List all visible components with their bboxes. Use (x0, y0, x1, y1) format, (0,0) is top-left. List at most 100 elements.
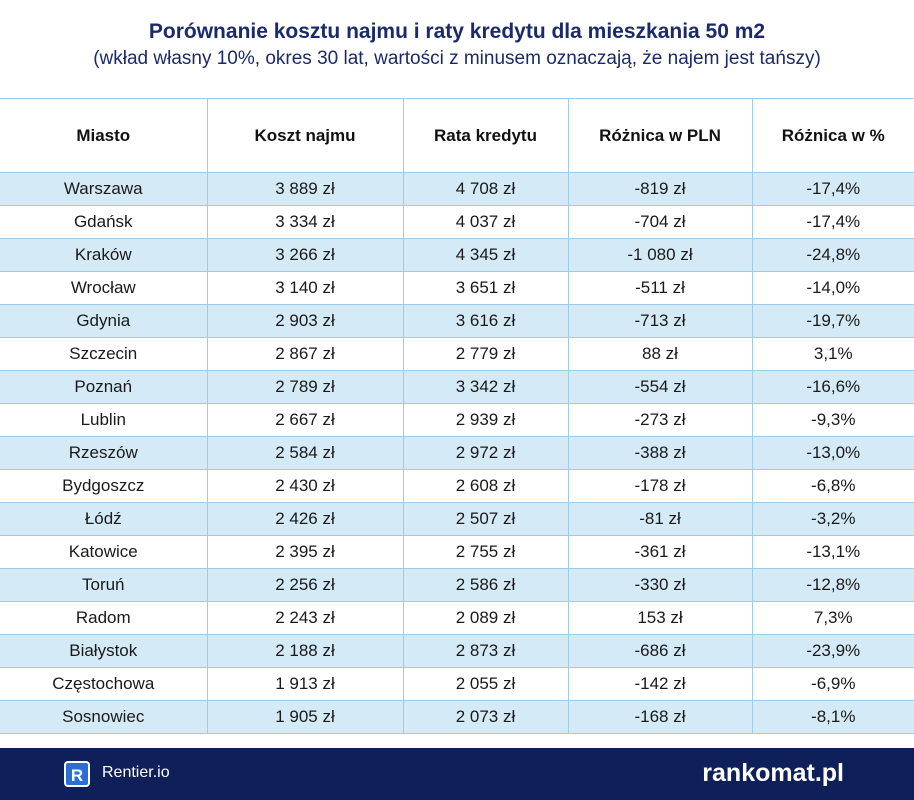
table-cell: Radom (0, 601, 207, 635)
table-cell: Częstochowa (0, 667, 207, 701)
table-cell: -1 080 zł (567, 238, 752, 272)
brand-right: rankomat.pl (702, 759, 844, 787)
table-cell: 2 972 zł (402, 436, 568, 470)
table-cell: 2 188 zł (206, 634, 403, 668)
table-cell: 2 073 zł (402, 700, 568, 734)
table-cell: 2 789 zł (206, 370, 403, 404)
table-row: Białystok 2 188 zł 2 873 zł -686 zł -23,9% (0, 634, 914, 668)
table-cell: Lublin (0, 403, 207, 437)
table-cell: Toruń (0, 568, 207, 602)
table-cell: 2 430 zł (206, 469, 403, 503)
table-cell: -388 zł (567, 436, 752, 470)
table-cell: Kraków (0, 238, 207, 272)
table-cell: 2 779 zł (402, 337, 568, 371)
logo-icon: R (64, 761, 90, 787)
subtitle: (wkład własny 10%, okres 30 lat, wartośc… (93, 48, 821, 69)
table-cell: -13,0% (751, 436, 914, 470)
table-row: Warszawa 3 889 zł 4 708 zł -819 zł -17,4% (0, 172, 914, 206)
table-cell: -3,2% (751, 502, 914, 536)
table-cell: 3 334 zł (206, 205, 403, 239)
table-cell: -6,8% (751, 469, 914, 503)
table-cell: 2 507 zł (402, 502, 568, 536)
table-cell: 2 755 zł (402, 535, 568, 569)
table-cell: -273 zł (567, 403, 752, 437)
table-cell: 3 889 zł (206, 172, 403, 206)
table-cell: 4 708 zł (402, 172, 568, 206)
table-cell: -81 zł (567, 502, 752, 536)
column-header: Różnica w PLN (567, 98, 752, 173)
table-cell: 4 345 zł (402, 238, 568, 272)
table-row: Radom 2 243 zł 2 089 zł 153 zł 7,3% (0, 601, 914, 635)
column-header: Miasto (0, 98, 207, 173)
table-cell: 2 608 zł (402, 469, 568, 503)
table-row: Gdynia 2 903 zł 3 616 zł -713 zł -19,7% (0, 304, 914, 338)
table-cell: 2 256 zł (206, 568, 403, 602)
table: Miasto Koszt najmu Rata kredytu Różnica w P… (0, 98, 914, 734)
table-cell: -13,1% (751, 535, 914, 569)
table-cell: -6,9% (751, 667, 914, 701)
table-cell: Gdynia (0, 304, 207, 338)
table-cell: -142 zł (567, 667, 752, 701)
table-cell: 2 243 zł (206, 601, 403, 635)
table-cell: 2 873 zł (402, 634, 568, 668)
table-cell: 153 zł (567, 601, 752, 635)
table-row: Toruń 2 256 zł 2 586 zł -330 zł -12,8% (0, 568, 914, 602)
column-header: Rata kredytu (402, 98, 568, 173)
table-row: Sosnowiec 1 905 zł 2 073 zł -168 zł -8,1% (0, 700, 914, 734)
table-body: Warszawa 3 889 zł 4 708 zł -819 zł -17,4% Gda… (0, 172, 914, 734)
column-header: Różnica w % (751, 98, 914, 173)
table-cell: 88 zł (567, 337, 752, 371)
table-cell: -23,9% (751, 634, 914, 668)
table-cell: -24,8% (751, 238, 914, 272)
table-cell: -686 zł (567, 634, 752, 668)
table-row: Lublin 2 667 zł 2 939 zł -273 zł -9,3% (0, 403, 914, 437)
table-cell: 2 939 zł (402, 403, 568, 437)
table-cell: -168 zł (567, 700, 752, 734)
table-cell: Białystok (0, 634, 207, 668)
table-cell: 3,1% (751, 337, 914, 371)
table-cell: -819 zł (567, 172, 752, 206)
table-cell: -17,4% (751, 172, 914, 206)
table-cell: -704 zł (567, 205, 752, 239)
table-row: Wrocław 3 140 zł 3 651 zł -511 zł -14,0% (0, 271, 914, 305)
table-cell: -361 zł (567, 535, 752, 569)
table-cell: 1 913 zł (206, 667, 403, 701)
table-cell: -330 zł (567, 568, 752, 602)
table-cell: 1 905 zł (206, 700, 403, 734)
table-cell: -16,6% (751, 370, 914, 404)
table-cell: 2 055 zł (402, 667, 568, 701)
table-cell: Łódź (0, 502, 207, 536)
table-cell: 2 667 zł (206, 403, 403, 437)
table-row: Rzeszów 2 584 zł 2 972 zł -388 zł -13,0% (0, 436, 914, 470)
table-cell: -14,0% (751, 271, 914, 305)
column-header: Koszt najmu (206, 98, 403, 173)
table-cell: 2 426 zł (206, 502, 403, 536)
table-cell: Warszawa (0, 172, 207, 206)
table-row: Kraków 3 266 zł 4 345 zł -1 080 zł -24,8% (0, 238, 914, 272)
table-cell: 7,3% (751, 601, 914, 635)
footer: R Rentier.io rankomat.pl (0, 748, 914, 800)
table-cell: Sosnowiec (0, 700, 207, 734)
table-row: Gdańsk 3 334 zł 4 037 zł -704 zł -17,4% (0, 205, 914, 239)
table-row: Częstochowa 1 913 zł 2 055 zł -142 zł -6,9% (0, 667, 914, 701)
table-cell: -9,3% (751, 403, 914, 437)
table-cell: 2 867 zł (206, 337, 403, 371)
table-cell: Rzeszów (0, 436, 207, 470)
table-cell: -554 zł (567, 370, 752, 404)
table-cell: 2 395 zł (206, 535, 403, 569)
table-cell: Katowice (0, 535, 207, 569)
table-cell: 3 651 zł (402, 271, 568, 305)
table-cell: -8,1% (751, 700, 914, 734)
table-cell: Bydgoszcz (0, 469, 207, 503)
table-row: Poznań 2 789 zł 3 342 zł -554 zł -16,6% (0, 370, 914, 404)
table-row: Łódź 2 426 zł 2 507 zł -81 zł -3,2% (0, 502, 914, 536)
table-cell: 4 037 zł (402, 205, 568, 239)
table-cell: Poznań (0, 370, 207, 404)
table-row: Bydgoszcz 2 430 zł 2 608 zł -178 zł -6,8% (0, 469, 914, 503)
table-cell: -178 zł (567, 469, 752, 503)
table-cell: -713 zł (567, 304, 752, 338)
table-cell: 3 342 zł (402, 370, 568, 404)
table-cell: 3 140 zł (206, 271, 403, 305)
table-cell: Szczecin (0, 337, 207, 371)
